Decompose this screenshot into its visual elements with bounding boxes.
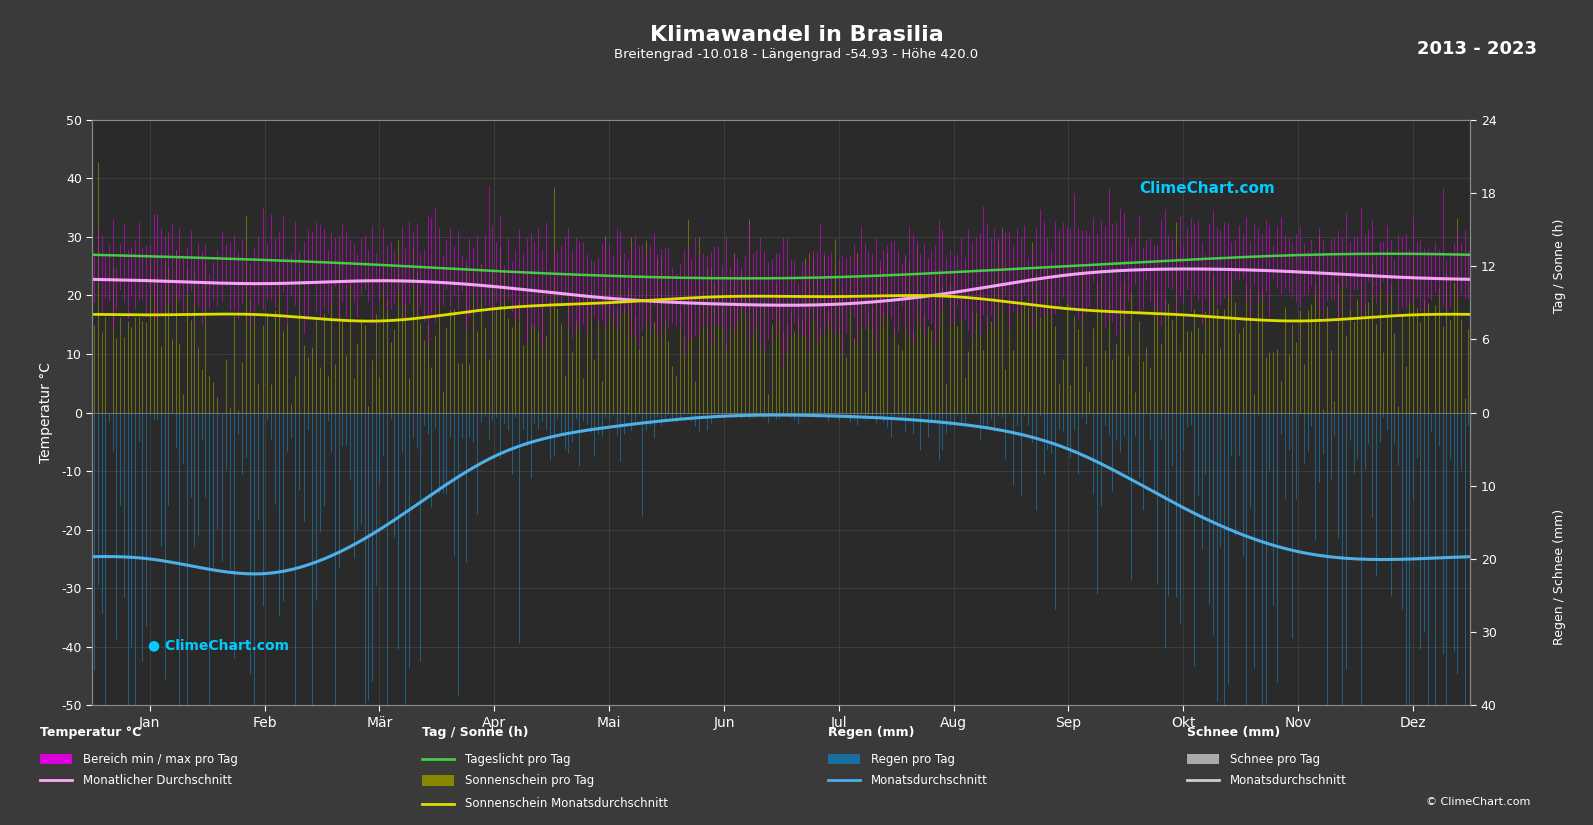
- Text: Monatsdurchschnitt: Monatsdurchschnitt: [1230, 774, 1346, 787]
- Text: Temperatur °C: Temperatur °C: [40, 726, 142, 739]
- Text: ● ClimeChart.com: ● ClimeChart.com: [148, 639, 288, 653]
- Text: Regen (mm): Regen (mm): [828, 726, 914, 739]
- Text: 2013 - 2023: 2013 - 2023: [1418, 40, 1537, 58]
- Text: Tag / Sonne (h): Tag / Sonne (h): [1553, 219, 1566, 314]
- Text: Monatlicher Durchschnitt: Monatlicher Durchschnitt: [83, 774, 233, 787]
- Y-axis label: Temperatur °C: Temperatur °C: [40, 362, 53, 463]
- Text: Tageslicht pro Tag: Tageslicht pro Tag: [465, 752, 570, 766]
- Text: Regen pro Tag: Regen pro Tag: [871, 752, 956, 766]
- Text: Regen / Schnee (mm): Regen / Schnee (mm): [1553, 508, 1566, 644]
- Text: Sonnenschein pro Tag: Sonnenschein pro Tag: [465, 774, 594, 787]
- Text: Breitengrad -10.018 - Längengrad -54.93 - Höhe 420.0: Breitengrad -10.018 - Längengrad -54.93 …: [615, 48, 978, 61]
- Text: Schnee (mm): Schnee (mm): [1187, 726, 1281, 739]
- Text: Klimawandel in Brasilia: Klimawandel in Brasilia: [650, 25, 943, 45]
- Text: ClimeChart.com: ClimeChart.com: [1139, 182, 1276, 196]
- Text: Monatsdurchschnitt: Monatsdurchschnitt: [871, 774, 988, 787]
- Text: Bereich min / max pro Tag: Bereich min / max pro Tag: [83, 752, 237, 766]
- Text: Sonnenschein Monatsdurchschnitt: Sonnenschein Monatsdurchschnitt: [465, 797, 667, 810]
- Text: © ClimeChart.com: © ClimeChart.com: [1426, 797, 1531, 807]
- Text: Schnee pro Tag: Schnee pro Tag: [1230, 752, 1321, 766]
- Text: Tag / Sonne (h): Tag / Sonne (h): [422, 726, 529, 739]
